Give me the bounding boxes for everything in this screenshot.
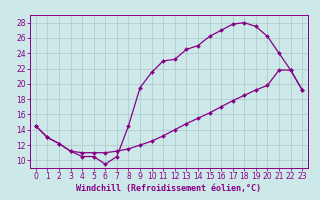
X-axis label: Windchill (Refroidissement éolien,°C): Windchill (Refroidissement éolien,°C) [76,184,261,193]
